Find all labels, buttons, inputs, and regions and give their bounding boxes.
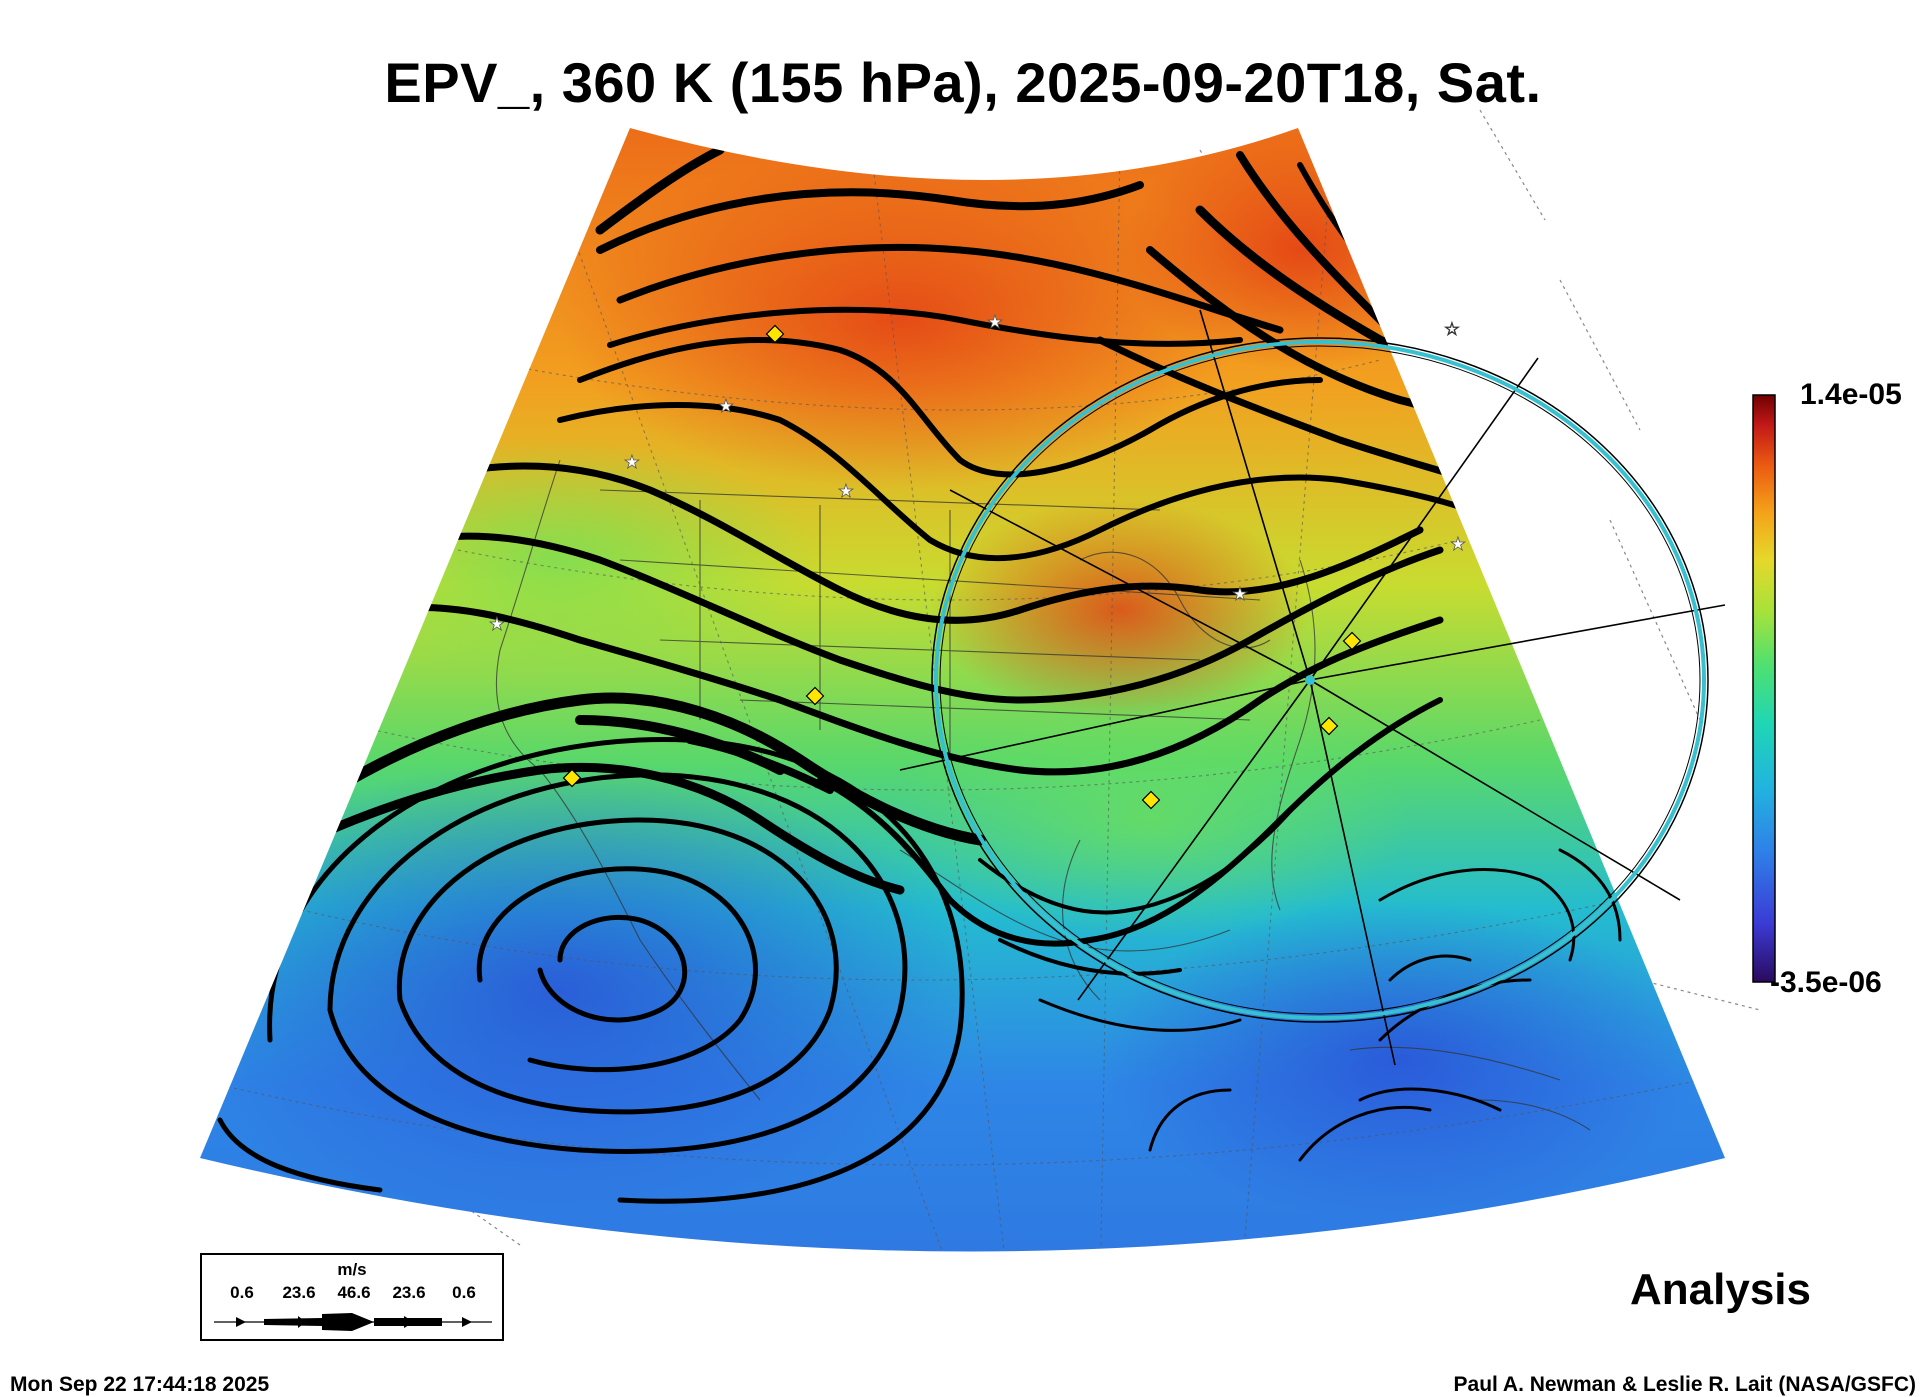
wind-scale-units: m/s: [337, 1260, 367, 1279]
wind-scale-label: 23.6: [282, 1283, 316, 1302]
map-title: EPV_, 360 K (155 hPa), 2025-09-20T18, Sa…: [384, 51, 1542, 114]
wind-scale-label: 23.6: [392, 1283, 426, 1302]
star-markers: ★ ★ ★ ★ ★ ★ ★ ☆: [489, 312, 1467, 636]
svg-text:★: ★: [489, 614, 505, 635]
wind-scale-legend: m/s 0.6 23.6 46.6 23.6 0.6: [200, 1253, 504, 1341]
highlight-ring: [931, 337, 1709, 1023]
colorbar: [1752, 394, 1776, 983]
wind-scale-label: 46.6: [337, 1283, 371, 1302]
svg-text:★: ★: [624, 452, 640, 473]
credit-line: Paul A. Newman & Leslie R. Lait (NASA/GS…: [1453, 1373, 1916, 1396]
colorbar-max-label: 1.4e-05: [1800, 378, 1902, 411]
product-label: Analysis: [1630, 1265, 1811, 1314]
svg-text:★: ★: [718, 396, 734, 417]
wind-scale-arrow: [214, 1313, 492, 1331]
timestamp: Mon Sep 22 17:44:18 2025: [10, 1373, 270, 1396]
diamond-markers: [562, 324, 1362, 810]
streamlines: [217, 145, 1622, 1217]
center-point: [1305, 675, 1315, 685]
svg-text:★: ★: [987, 312, 1003, 333]
svg-text:★: ★: [838, 481, 854, 502]
wind-scale-label: 0.6: [452, 1283, 476, 1302]
svg-text:☆: ☆: [1444, 319, 1460, 340]
svg-text:★: ★: [1450, 534, 1466, 555]
svg-text:★: ★: [1232, 584, 1248, 605]
wind-scale-label: 0.6: [230, 1283, 254, 1302]
colorbar-min-label: -3.5e-06: [1770, 966, 1882, 999]
